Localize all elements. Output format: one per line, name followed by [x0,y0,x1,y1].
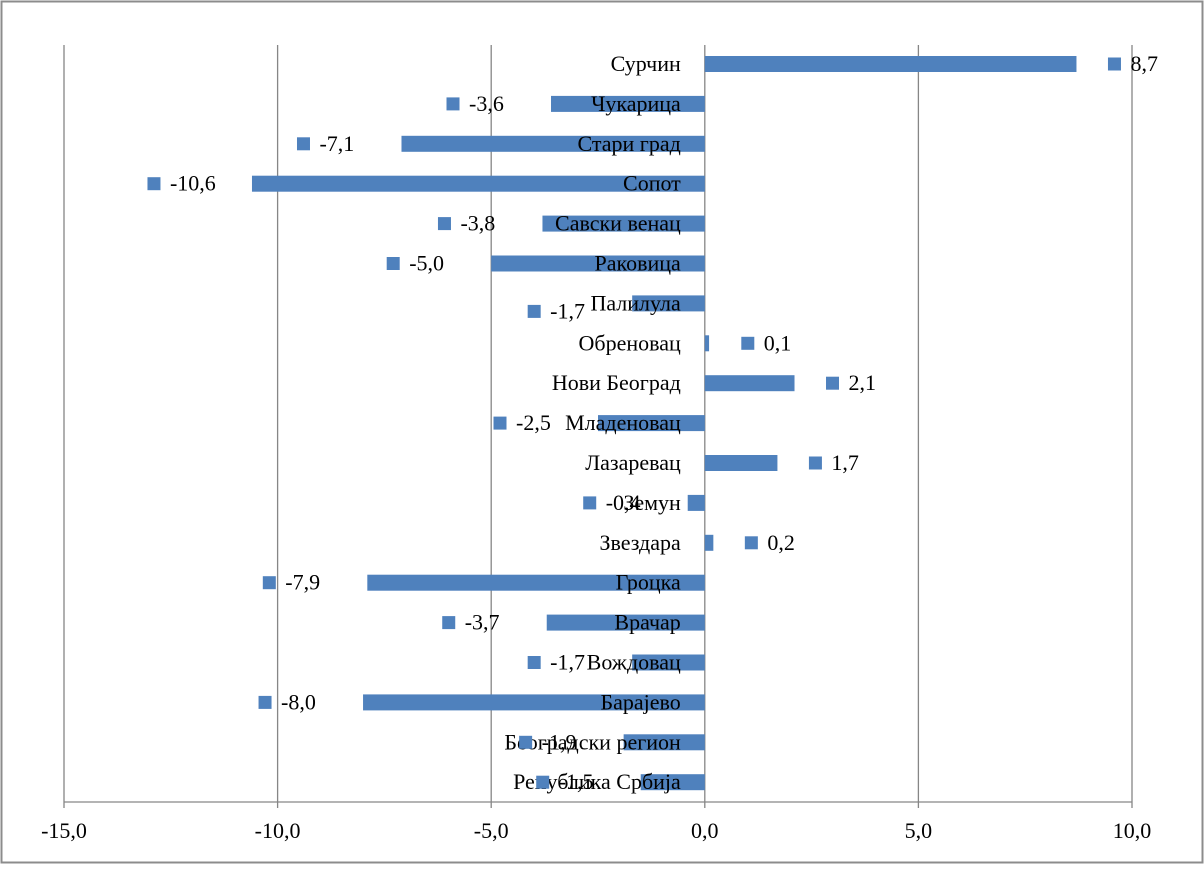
value-label: 8,7 [1130,51,1158,76]
x-tick-label: 5,0 [905,818,933,843]
bar [687,494,705,511]
bar [367,574,705,591]
value-marker [147,177,161,191]
value-label: -1,9 [542,729,577,754]
category-label: Сопот [623,171,681,196]
value-label: -7,9 [285,570,320,595]
category-label: Нови Београд [552,370,681,395]
category-label: Гроцка [616,570,681,595]
category-label: Барајево [601,689,681,714]
bar [632,295,705,312]
bar [598,415,705,432]
value-label: -7,1 [319,131,354,156]
bar [491,255,705,272]
x-tick-label: 10,0 [1113,818,1152,843]
category-label: Младеновац [565,410,681,435]
bar [704,534,714,551]
value-marker [808,456,822,470]
value-marker [741,336,755,350]
value-label: -2,5 [516,410,551,435]
bar [542,215,705,232]
value-marker [519,735,533,749]
category-label: Врачар [614,610,680,635]
value-marker [296,137,310,151]
value-label: -0,4 [606,490,641,515]
value-marker [262,576,276,590]
value-label: 0,2 [767,530,795,555]
value-marker [446,97,460,111]
value-label: -1,7 [550,298,585,323]
value-marker [527,304,541,318]
x-tick-label: 0,0 [691,818,719,843]
bar [640,774,705,791]
bar [551,95,705,112]
bar [704,455,778,471]
category-label: Палилула [590,290,681,315]
bar [704,335,710,352]
category-label: Чукарица [591,91,681,116]
value-marker [1107,57,1121,71]
value-label: 1,7 [831,450,859,475]
category-label: Земун [623,490,681,515]
category-label: Сурчин [611,51,681,76]
value-label: -3,7 [465,610,500,635]
category-label: Звездара [599,530,681,555]
value-label: 2,1 [849,370,877,395]
value-marker [386,257,400,270]
value-marker [826,376,840,390]
value-label: -10,6 [170,171,216,196]
value-marker [258,695,272,709]
category-label: Вождовац [587,650,681,675]
value-marker [493,416,507,430]
bar [704,375,795,392]
category-label: Стари град [578,131,681,156]
value-label: -1,5 [559,769,594,794]
bar [546,614,705,631]
value-marker [437,217,451,231]
category-label: Савски венац [555,211,681,236]
bar [632,654,705,671]
value-marker [536,775,550,789]
category-label: Београдски регион [504,729,681,754]
x-tick-label: -5,0 [474,818,509,843]
bar [623,734,705,751]
bar [401,135,705,152]
bar [363,694,705,711]
category-label: Раковица [595,251,682,276]
value-label: -8,0 [281,689,316,714]
value-label: -5,0 [409,251,444,276]
value-marker [527,656,541,669]
category-label: Обреновац [579,330,681,355]
bar [251,175,705,192]
category-label: Лазаревац [585,450,681,475]
value-marker [442,616,456,630]
value-label: -3,6 [469,91,504,116]
value-label: 0,1 [764,330,792,355]
value-label: -1,7 [550,650,585,675]
value-label: -3,8 [460,211,495,236]
value-marker [744,536,758,550]
x-tick-label: -10,0 [255,818,301,843]
x-tick-label: -15,0 [41,818,87,843]
bar [704,56,1077,72]
value-marker [583,496,597,510]
